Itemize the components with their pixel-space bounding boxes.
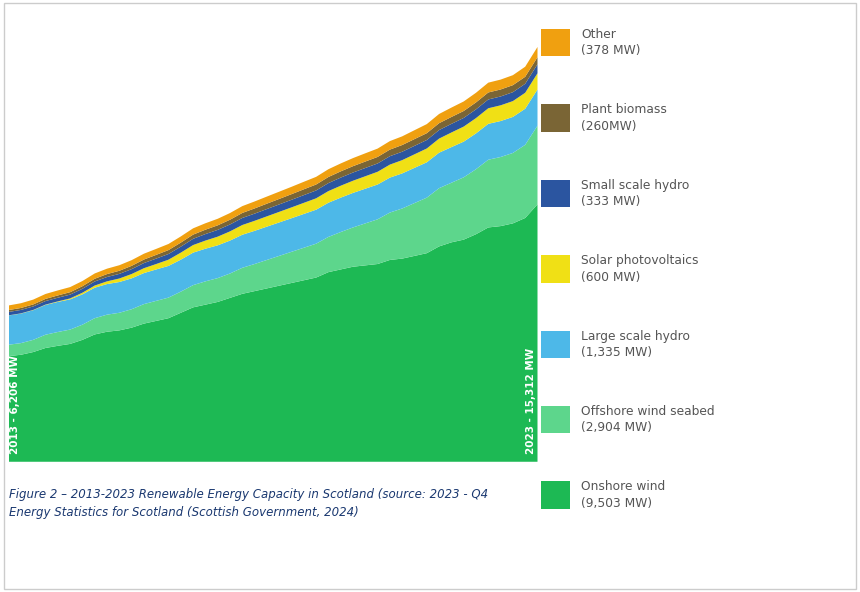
Text: Plant biomass
(260MW): Plant biomass (260MW) <box>581 103 667 133</box>
Text: 2023 - 15,312 MW: 2023 - 15,312 MW <box>526 348 537 453</box>
Text: Figure 2 – 2013-2023 Renewable Energy Capacity in Scotland (source: 2023 - Q4
En: Figure 2 – 2013-2023 Renewable Energy Ca… <box>9 488 488 519</box>
Text: Onshore wind
(9,503 MW): Onshore wind (9,503 MW) <box>581 480 666 510</box>
Text: Other
(378 MW): Other (378 MW) <box>581 28 641 57</box>
Text: 2013 - 6,206 MW: 2013 - 6,206 MW <box>9 355 20 453</box>
Bar <box>541 406 570 433</box>
Text: Solar photovoltaics
(600 MW): Solar photovoltaics (600 MW) <box>581 254 699 284</box>
Text: Offshore wind seabed
(2,904 MW): Offshore wind seabed (2,904 MW) <box>581 405 715 435</box>
Text: Large scale hydro
(1,335 MW): Large scale hydro (1,335 MW) <box>581 330 691 359</box>
Bar <box>541 180 570 207</box>
Bar <box>541 330 570 358</box>
Bar <box>541 255 570 282</box>
Bar <box>541 29 570 56</box>
Bar <box>541 104 570 132</box>
Text: Small scale hydro
(333 MW): Small scale hydro (333 MW) <box>581 179 690 208</box>
Bar <box>541 481 570 509</box>
